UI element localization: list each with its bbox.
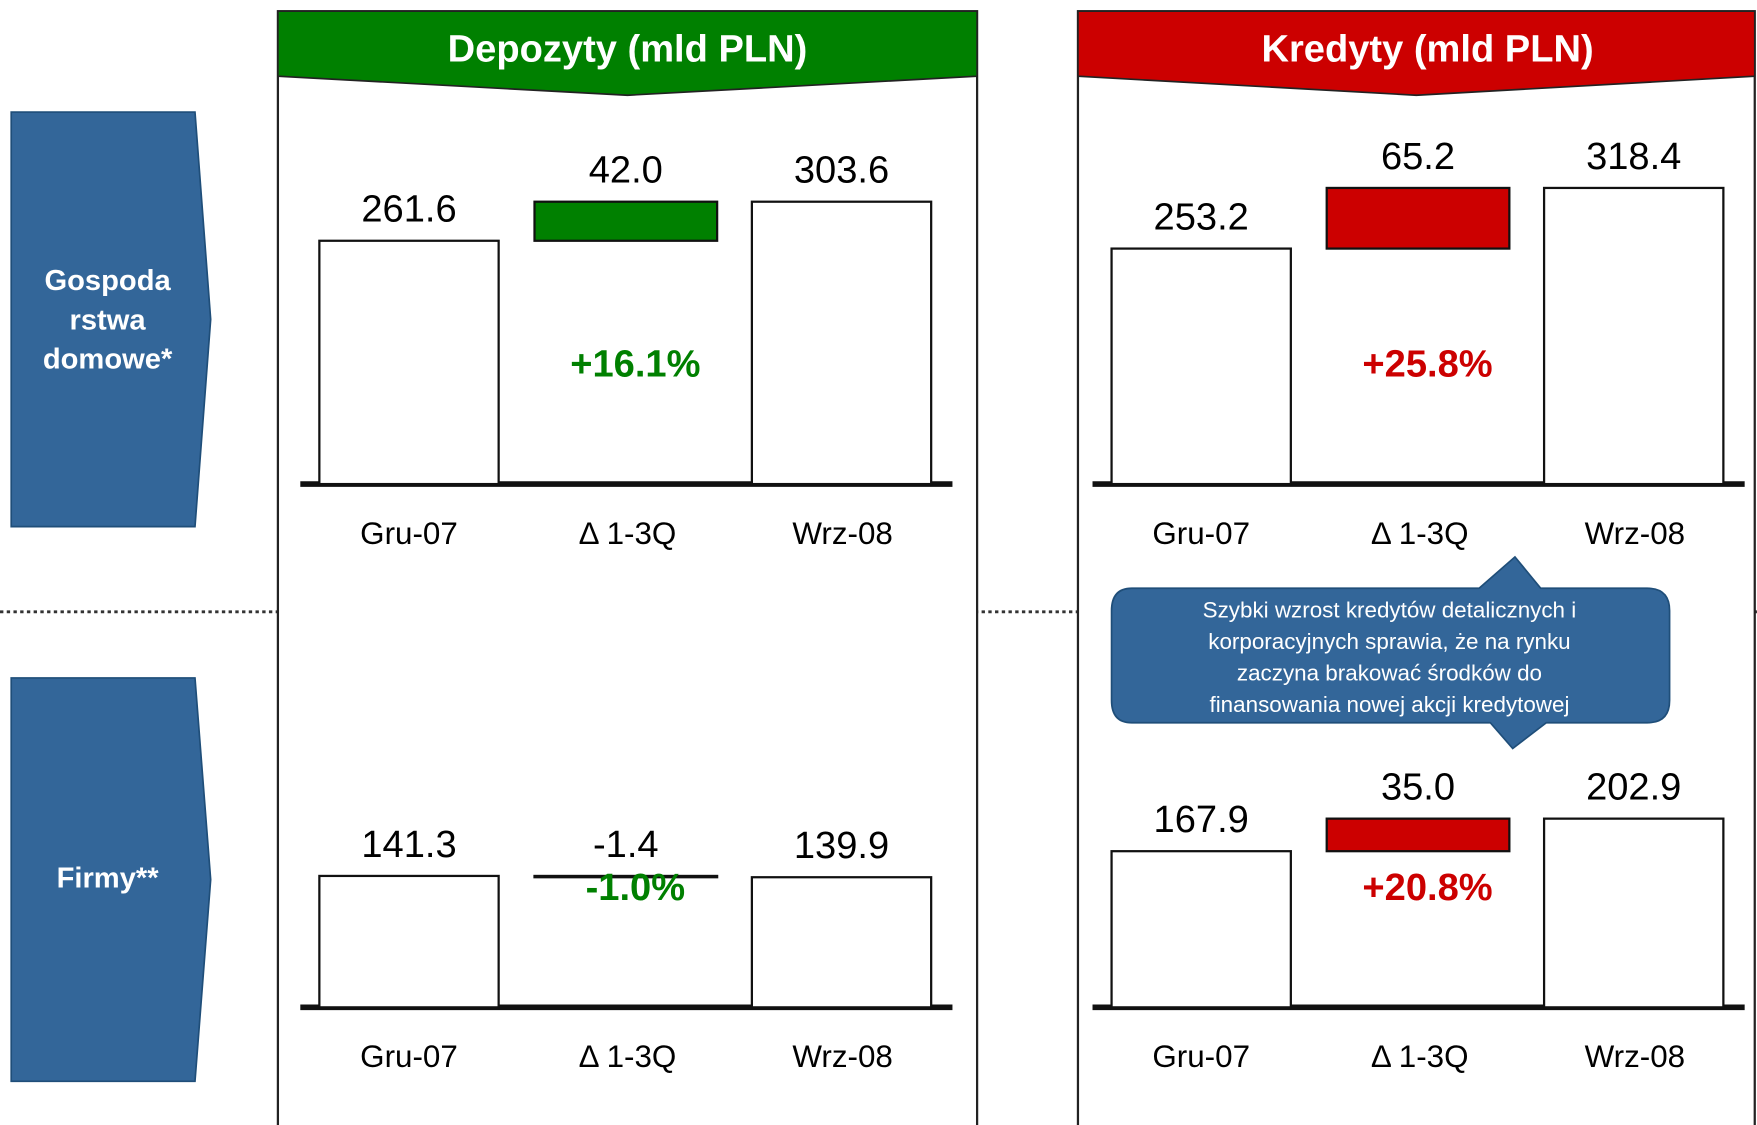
bar: [750, 876, 933, 1009]
bar: [1325, 186, 1511, 250]
panel-header: [1077, 10, 1756, 97]
x-tick-label: Wrz-08: [1585, 516, 1685, 551]
bar: [750, 200, 933, 486]
change-annotation: +20.8%: [1362, 867, 1492, 909]
value-label: 167.9: [1154, 799, 1249, 841]
x-tick-label: Gru-07: [360, 1039, 458, 1074]
panel-header: [277, 10, 978, 97]
x-tick-label: Gru-07: [360, 516, 458, 551]
row-label: Gospoda: [44, 265, 171, 297]
value-label: 303.6: [794, 150, 889, 192]
row-label-box: [10, 111, 212, 528]
change-annotation: +25.8%: [1362, 343, 1492, 385]
change-annotation: +16.1%: [570, 343, 700, 385]
panel-title: Depozyty (mld PLN): [448, 29, 808, 71]
callout: [1110, 555, 1671, 750]
value-label: 139.9: [794, 825, 889, 867]
bar: [1325, 817, 1511, 853]
x-tick-label: Δ 1-3Q: [579, 1039, 677, 1074]
row-label-box: [10, 677, 212, 1083]
bar: [533, 200, 719, 242]
x-tick-label: Wrz-08: [1585, 1039, 1685, 1074]
value-label: 202.9: [1586, 767, 1681, 809]
value-label: -1.4: [593, 824, 659, 866]
value-label: 42.0: [589, 150, 663, 192]
row-label: rstwa: [70, 304, 147, 336]
x-tick-label: Δ 1-3Q: [1371, 1039, 1469, 1074]
callout-text: finansowania nowej akcji kredytowej: [1209, 692, 1569, 717]
x-tick-label: Wrz-08: [792, 516, 892, 551]
value-label: 253.2: [1154, 197, 1249, 239]
value-label: 35.0: [1381, 767, 1455, 809]
change-annotation: -1.0%: [586, 867, 685, 909]
row-label: domowe*: [43, 343, 173, 375]
value-label: 261.6: [361, 189, 456, 231]
x-tick-label: Wrz-08: [792, 1039, 892, 1074]
value-label: 318.4: [1586, 136, 1681, 178]
callout-text: zaczyna brakować środków do: [1237, 660, 1542, 685]
x-tick-label: Gru-07: [1152, 1039, 1250, 1074]
panel-title: Kredyty (mld PLN): [1261, 29, 1593, 71]
value-label: 141.3: [361, 824, 456, 866]
bar: [1110, 850, 1292, 1009]
bar: [533, 874, 719, 879]
bar: [1110, 247, 1292, 486]
bar: [1542, 817, 1725, 1009]
callout-text: Szybki wzrost kredytów detalicznych i: [1203, 598, 1577, 623]
x-tick-label: Gru-07: [1152, 516, 1250, 551]
row-label: Firmy**: [57, 862, 160, 894]
bar: [318, 874, 500, 1009]
callout-text: korporacyjnych sprawia, że na rynku: [1208, 629, 1570, 654]
bar: [1542, 186, 1725, 486]
x-tick-label: Δ 1-3Q: [1371, 516, 1469, 551]
x-tick-label: Δ 1-3Q: [579, 516, 677, 551]
value-label: 65.2: [1381, 136, 1455, 178]
bar: [318, 239, 500, 486]
